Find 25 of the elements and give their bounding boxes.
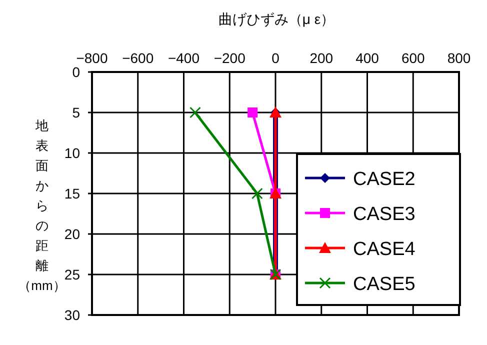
- legend-label: CASE3: [353, 204, 416, 225]
- x-tick-label: 0: [272, 50, 280, 66]
- x-tick-label: −200: [214, 50, 246, 66]
- x-tick-label: −800: [76, 50, 108, 66]
- x-tick-label: 400: [356, 50, 380, 66]
- y-tick-label: 25: [64, 266, 80, 282]
- x-tick-label: 200: [310, 50, 334, 66]
- y-tick-label: 30: [64, 307, 80, 323]
- y-tick-label: 0: [72, 64, 80, 80]
- legend-label: CASE4: [353, 239, 416, 260]
- point: [248, 108, 258, 118]
- x-tick-label: 600: [401, 50, 426, 66]
- legend-label: CASE2: [353, 169, 416, 190]
- y-tick-label: 20: [64, 226, 80, 242]
- y-tick-label: 10: [64, 145, 80, 161]
- point: [251, 188, 263, 200]
- x-tick-label: −400: [168, 50, 200, 66]
- y-tick-label: 5: [72, 104, 80, 120]
- y-tick-label: 15: [64, 186, 80, 202]
- text: 地表面からの距離（mm）: [18, 118, 66, 293]
- x-axis-title: 曲げひずみ（μ ε）: [218, 11, 335, 27]
- x-tick-label: 800: [447, 50, 471, 66]
- x-tick-label: −600: [122, 50, 154, 66]
- legend-label: CASE5: [353, 274, 416, 295]
- point: [189, 106, 201, 118]
